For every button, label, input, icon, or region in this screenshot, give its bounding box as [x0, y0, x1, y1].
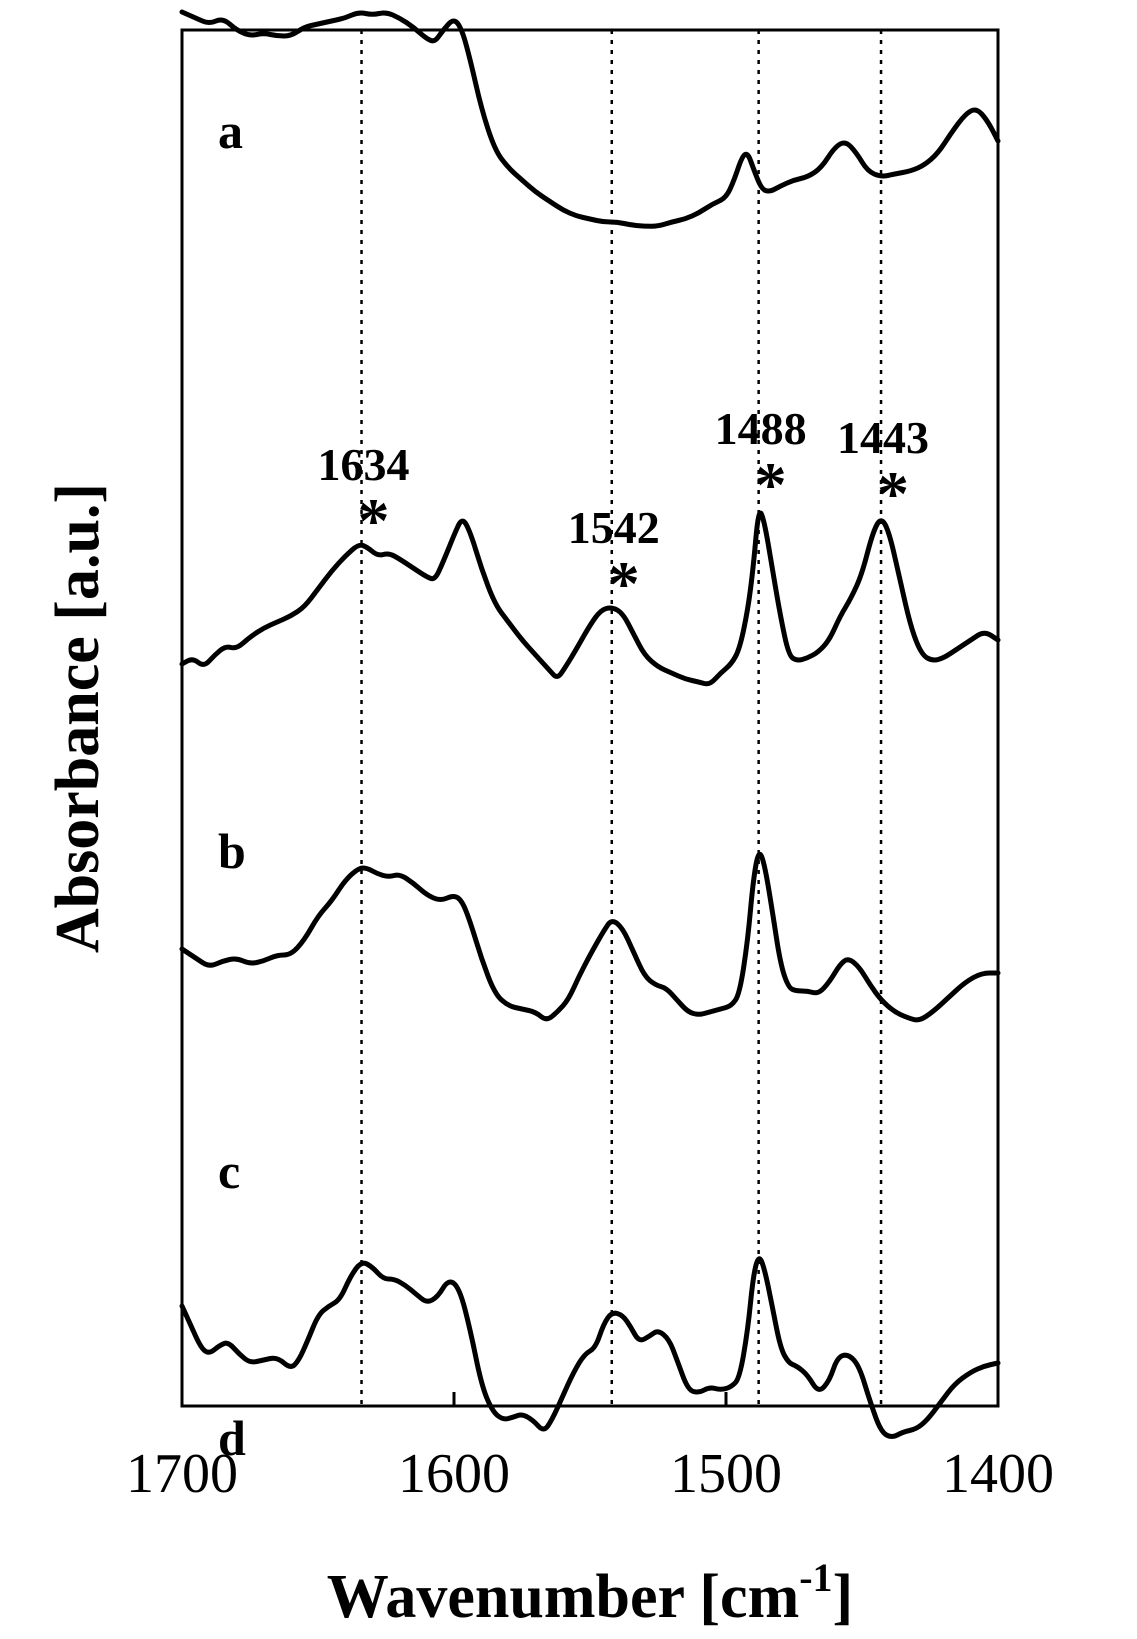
- x-axis-title: Wavenumber [cm-1]: [327, 1555, 853, 1631]
- x-axis-ticks: 1700 1600 1500 1400: [126, 1392, 1054, 1505]
- peak-label-1542: 1542: [568, 502, 660, 553]
- peak-marker-1443: *: [877, 458, 909, 529]
- series-d-line: [179, 1256, 1001, 1439]
- series-b-label: b: [218, 823, 246, 879]
- x-axis-title-end: ]: [833, 1563, 854, 1631]
- x-axis-title-superscript: -1: [799, 1555, 832, 1600]
- peak-annotations: *1634*1542*1488*1443: [318, 403, 930, 619]
- x-tick-label-1700: 1700: [126, 1443, 238, 1505]
- peak-marker-1542: *: [608, 548, 640, 619]
- peak-marker-1488: *: [755, 449, 787, 520]
- series-d-label: d: [218, 1410, 246, 1466]
- series-b-line: [179, 510, 1001, 687]
- series-c-line: [179, 851, 1001, 1023]
- x-axis-title-main: Wavenumber [cm: [327, 1563, 799, 1631]
- x-tick-label-1400: 1400: [942, 1443, 1054, 1505]
- series-layer: [179, 9, 1001, 1439]
- x-tick-label-1500: 1500: [670, 1443, 782, 1505]
- peak-label-1634: 1634: [318, 439, 410, 490]
- x-tick-label-1600: 1600: [398, 1443, 510, 1505]
- series-labels: a b c d: [218, 103, 246, 1466]
- peak-label-1443: 1443: [837, 412, 929, 463]
- plot-frame: [180, 28, 1000, 1408]
- peak-marker-1634: *: [358, 485, 390, 556]
- peak-label-1488: 1488: [715, 403, 807, 454]
- plot-area-border: [180, 28, 1000, 1408]
- y-axis-title: Absorbance [a.u.]: [44, 483, 112, 953]
- series-c-label: c: [218, 1143, 240, 1199]
- series-a-line: [179, 9, 1001, 229]
- series-a-label: a: [218, 103, 243, 159]
- reference-lines: [360, 30, 883, 1406]
